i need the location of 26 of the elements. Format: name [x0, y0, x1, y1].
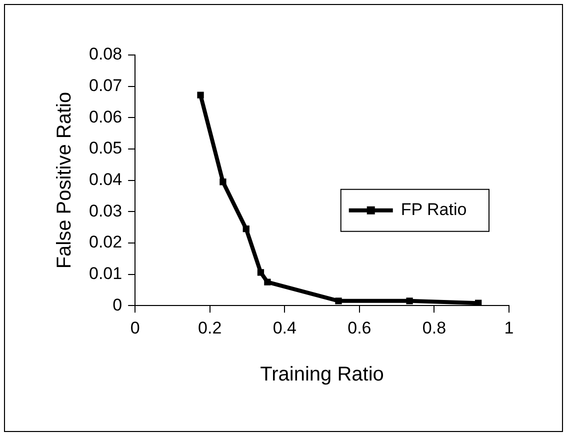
y-tick-label: 0: [112, 295, 122, 314]
y-tick-label: 0.05: [88, 138, 122, 158]
point: [197, 92, 204, 98]
point: [220, 178, 226, 186]
x-tick-label: 1: [504, 318, 514, 338]
x-tick-label: 0.8: [422, 318, 446, 338]
y-tick-label: 0.06: [88, 107, 122, 126]
point: [406, 298, 413, 304]
point: [475, 300, 482, 306]
point: [257, 269, 264, 276]
y-tick-label: 0.07: [88, 76, 122, 96]
y-tick-label: 0.01: [88, 264, 122, 283]
legend-label: FP Ratio: [400, 200, 467, 220]
x-tick-label: 0.4: [272, 318, 296, 338]
x-tick-label: 0.6: [348, 318, 372, 338]
y-tick-label: 0.04: [88, 170, 122, 189]
y-tick-label: 0.08: [88, 44, 122, 64]
point: [264, 278, 271, 286]
y-tick-label: 0.03: [88, 201, 122, 220]
y-axis-title: False Positive Ratio: [54, 92, 76, 269]
x-tick-label: 0.2: [198, 318, 222, 338]
point: [335, 298, 342, 304]
point: [242, 226, 250, 232]
x-tick-label: 0: [130, 318, 140, 338]
y-tick-label: 0.02: [88, 232, 122, 252]
x-axis-title: Training Ratio: [260, 364, 384, 386]
